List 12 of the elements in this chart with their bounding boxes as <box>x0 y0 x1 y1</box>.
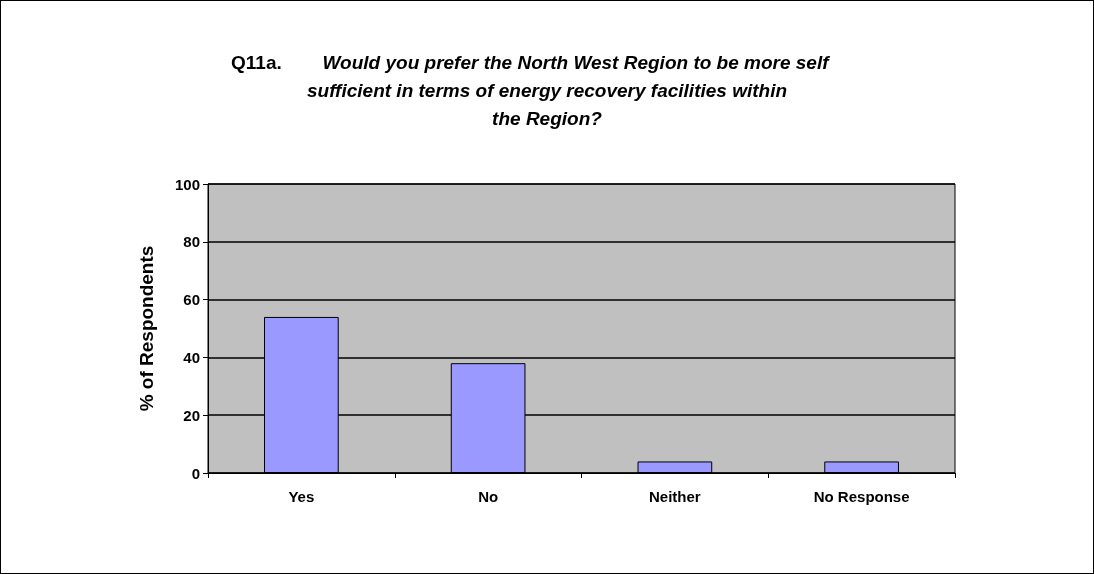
x-tick-label: Yes <box>288 488 315 505</box>
x-tick-label: Neither <box>649 488 701 505</box>
x-tick-label: No Response <box>813 488 910 505</box>
y-tick-label: 20 <box>183 406 200 424</box>
y-tick-label: 60 <box>183 291 200 309</box>
x-tick-label: No <box>478 488 499 505</box>
y-tick-label: 40 <box>183 348 200 366</box>
chart-title: Q11a. Would you prefer the North West Region to be more self sufficient in terms of energy recovery facilities within the Region? <box>231 51 829 129</box>
y-tick-label: 100 <box>174 175 200 193</box>
y-tick-label: 0 <box>191 464 200 482</box>
y-tick-label: 80 <box>183 233 200 251</box>
y-axis-title: % of Respondents <box>136 245 157 412</box>
